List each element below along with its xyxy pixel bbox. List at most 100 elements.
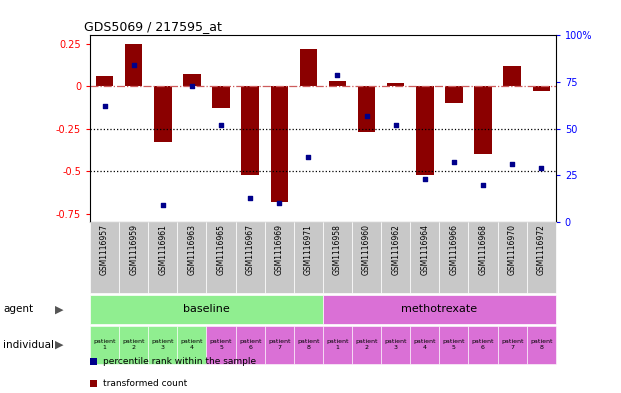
Text: GSM1116957: GSM1116957: [100, 224, 109, 275]
Bar: [527, 326, 556, 364]
Text: patient
7: patient 7: [501, 340, 524, 350]
Bar: [468, 222, 497, 293]
Bar: [178, 222, 206, 293]
Bar: [445, 86, 463, 103]
Bar: [125, 44, 142, 86]
Bar: [90, 295, 323, 324]
Bar: [212, 86, 230, 108]
Text: GSM1116967: GSM1116967: [246, 224, 255, 275]
Text: GSM1116966: GSM1116966: [450, 224, 458, 275]
Bar: [235, 222, 265, 293]
Bar: [468, 326, 497, 364]
Text: GSM1116962: GSM1116962: [391, 224, 400, 275]
Point: [245, 195, 255, 201]
Point: [129, 62, 138, 68]
Point: [507, 161, 517, 167]
Bar: [299, 49, 317, 86]
Bar: [294, 326, 323, 364]
Point: [449, 159, 459, 165]
Bar: [504, 66, 521, 86]
Bar: [497, 326, 527, 364]
Text: patient
7: patient 7: [268, 340, 291, 350]
Text: patient
2: patient 2: [122, 340, 145, 350]
Text: patient
2: patient 2: [355, 340, 378, 350]
Text: GSM1116968: GSM1116968: [479, 224, 487, 275]
Text: individual: individual: [3, 340, 54, 350]
Bar: [387, 83, 404, 86]
Bar: [90, 222, 119, 293]
Text: GSM1116970: GSM1116970: [507, 224, 517, 275]
Point: [216, 122, 226, 128]
Point: [391, 122, 401, 128]
Text: GSM1116961: GSM1116961: [158, 224, 167, 275]
Text: patient
6: patient 6: [239, 340, 261, 350]
Text: ▶: ▶: [55, 305, 63, 314]
Bar: [439, 326, 468, 364]
Text: patient
4: patient 4: [181, 340, 203, 350]
Bar: [148, 222, 178, 293]
Bar: [119, 222, 148, 293]
Text: patient
5: patient 5: [443, 340, 465, 350]
Text: patient
8: patient 8: [297, 340, 320, 350]
Bar: [352, 326, 381, 364]
Text: patient
5: patient 5: [210, 340, 232, 350]
Bar: [294, 222, 323, 293]
Bar: [474, 86, 492, 154]
Bar: [352, 222, 381, 293]
Bar: [206, 326, 235, 364]
Bar: [532, 86, 550, 91]
Point: [361, 112, 371, 119]
Text: GDS5069 / 217595_at: GDS5069 / 217595_at: [84, 20, 222, 33]
Text: patient
3: patient 3: [384, 340, 407, 350]
Point: [274, 200, 284, 207]
Text: percentile rank within the sample: percentile rank within the sample: [103, 358, 256, 366]
Text: baseline: baseline: [183, 305, 230, 314]
Bar: [323, 326, 352, 364]
Bar: [178, 326, 206, 364]
Point: [158, 202, 168, 208]
Text: patient
3: patient 3: [152, 340, 174, 350]
Text: GSM1116960: GSM1116960: [362, 224, 371, 275]
Point: [332, 72, 342, 78]
Bar: [154, 86, 171, 142]
Point: [537, 165, 546, 171]
Text: GSM1116959: GSM1116959: [129, 224, 138, 275]
Bar: [527, 222, 556, 293]
Bar: [242, 86, 259, 174]
Text: GSM1116964: GSM1116964: [420, 224, 429, 275]
Bar: [329, 81, 347, 86]
Point: [478, 182, 488, 188]
Text: methotrexate: methotrexate: [401, 305, 478, 314]
Point: [420, 176, 430, 182]
Text: patient
4: patient 4: [414, 340, 436, 350]
Text: patient
6: patient 6: [472, 340, 494, 350]
Bar: [381, 326, 410, 364]
Bar: [271, 86, 288, 202]
Bar: [323, 295, 556, 324]
Bar: [265, 326, 294, 364]
Point: [187, 83, 197, 89]
Bar: [96, 76, 113, 86]
Text: GSM1116969: GSM1116969: [274, 224, 284, 275]
Bar: [410, 326, 439, 364]
Text: transformed count: transformed count: [103, 379, 188, 388]
Text: GSM1116972: GSM1116972: [537, 224, 546, 275]
Bar: [416, 86, 433, 174]
Bar: [410, 222, 439, 293]
Text: agent: agent: [3, 305, 34, 314]
Bar: [183, 74, 201, 86]
Bar: [323, 222, 352, 293]
Text: GSM1116971: GSM1116971: [304, 224, 313, 275]
Text: GSM1116963: GSM1116963: [188, 224, 196, 275]
Bar: [206, 222, 235, 293]
Text: patient
1: patient 1: [326, 340, 349, 350]
Bar: [265, 222, 294, 293]
Point: [304, 154, 314, 160]
Bar: [119, 326, 148, 364]
Text: ▶: ▶: [55, 340, 63, 350]
Bar: [358, 86, 375, 132]
Bar: [497, 222, 527, 293]
Bar: [439, 222, 468, 293]
Text: patient
1: patient 1: [93, 340, 116, 350]
Bar: [381, 222, 410, 293]
